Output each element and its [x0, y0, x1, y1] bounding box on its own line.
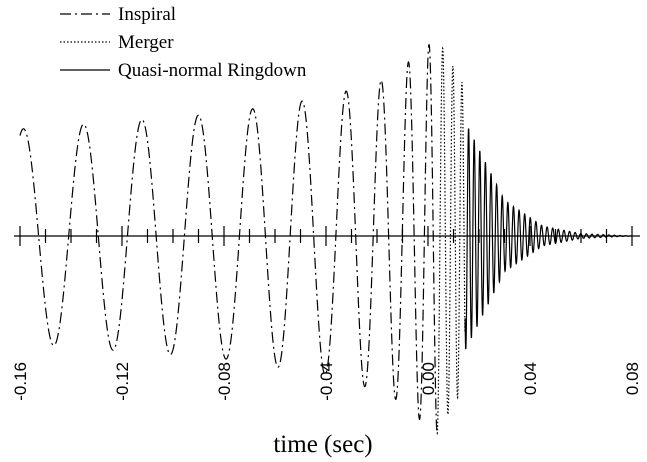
legend-entry-inspiral: Inspiral — [60, 4, 176, 25]
legend-label-ringdown: Quasi-normal Ringdown — [118, 60, 307, 81]
x-tick-label: -0.08 — [215, 362, 234, 401]
x-tick-label: 0.08 — [623, 362, 642, 395]
x-axis: -0.16 -0.12 -0.08 -0.04 0.00 0.04 0.08 — [11, 226, 642, 401]
x-axis-ticks — [19, 226, 633, 246]
x-tick-label: -0.04 — [317, 362, 336, 401]
series-line-merger — [436, 46, 466, 435]
x-tick-label: -0.12 — [113, 362, 132, 401]
legend-entry-ringdown: Quasi-normal Ringdown — [60, 60, 307, 81]
x-tick-label: 0.00 — [419, 362, 438, 395]
x-axis-title: time (sec) — [273, 431, 372, 458]
x-tick-label: 0.04 — [521, 362, 540, 395]
legend-label-inspiral: Inspiral — [118, 4, 176, 25]
x-tick-label: -0.16 — [11, 362, 30, 401]
legend-entry-merger: Merger — [60, 32, 174, 53]
series-line-inspiral — [19, 43, 438, 434]
x-axis-tick-labels: -0.16 -0.12 -0.08 -0.04 0.00 0.04 0.08 — [11, 362, 642, 401]
legend: Inspiral Merger Quasi-normal Ringdown — [60, 4, 307, 81]
legend-label-merger: Merger — [118, 32, 174, 53]
